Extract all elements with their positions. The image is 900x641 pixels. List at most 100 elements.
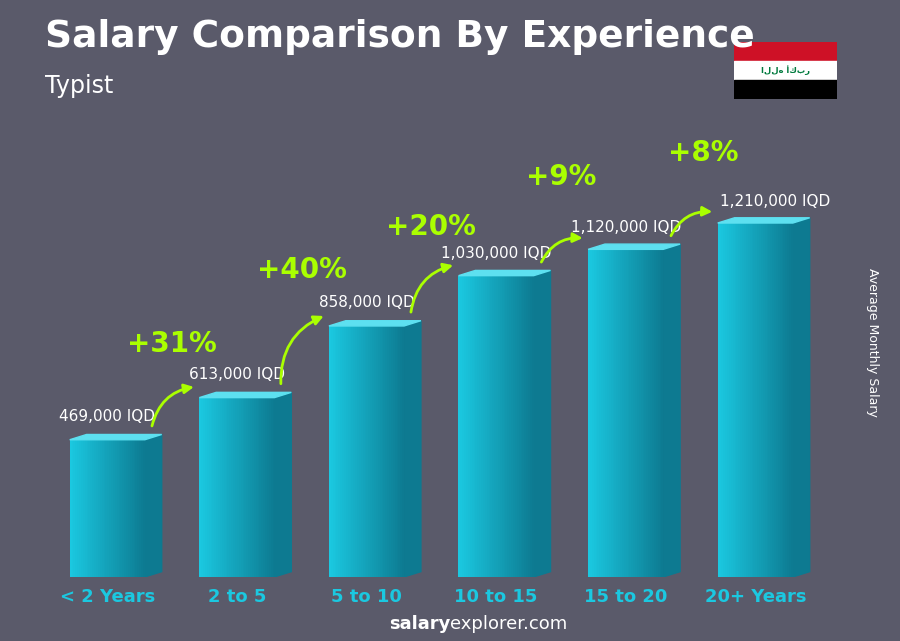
Bar [592, 249, 594, 577]
Bar [641, 249, 643, 577]
Bar [481, 276, 483, 577]
Polygon shape [404, 320, 421, 577]
Polygon shape [588, 244, 680, 249]
Bar [92, 440, 94, 577]
Bar [81, 440, 83, 577]
Bar [644, 249, 646, 577]
Bar [517, 276, 518, 577]
Bar [351, 326, 354, 577]
Bar [596, 249, 598, 577]
Bar [141, 440, 143, 577]
Bar [520, 276, 522, 577]
Bar [218, 397, 220, 577]
Bar [635, 249, 637, 577]
Bar [104, 440, 105, 577]
Bar [267, 397, 269, 577]
Bar [598, 249, 599, 577]
Bar [631, 249, 634, 577]
Bar [513, 276, 515, 577]
Bar [788, 223, 789, 577]
Bar [786, 223, 788, 577]
Bar [128, 440, 130, 577]
Bar [603, 249, 605, 577]
Bar [784, 223, 786, 577]
Bar [356, 326, 357, 577]
Bar [466, 276, 468, 577]
Bar [760, 223, 763, 577]
Text: 1,030,000 IQD: 1,030,000 IQD [441, 246, 552, 261]
Bar [212, 397, 214, 577]
Bar [366, 326, 368, 577]
Bar [528, 276, 530, 577]
Bar [233, 397, 235, 577]
Bar [615, 249, 616, 577]
Bar [734, 80, 837, 99]
Bar [124, 440, 126, 577]
Bar [620, 249, 622, 577]
Bar [530, 276, 532, 577]
Bar [374, 326, 376, 577]
Bar [622, 249, 624, 577]
Bar [646, 249, 648, 577]
Bar [607, 249, 608, 577]
Bar [765, 223, 767, 577]
Bar [624, 249, 625, 577]
Bar [515, 276, 517, 577]
Bar [259, 397, 261, 577]
Bar [102, 440, 104, 577]
Bar [335, 326, 337, 577]
Text: +8%: +8% [668, 140, 739, 167]
Bar [717, 223, 720, 577]
Bar [100, 440, 102, 577]
Bar [361, 326, 363, 577]
Bar [112, 440, 115, 577]
Bar [263, 397, 266, 577]
Bar [395, 326, 397, 577]
Bar [767, 223, 769, 577]
Bar [333, 326, 335, 577]
Bar [608, 249, 610, 577]
Bar [349, 326, 351, 577]
Bar [639, 249, 641, 577]
Polygon shape [717, 218, 810, 223]
Polygon shape [458, 271, 551, 276]
Bar [601, 249, 603, 577]
Bar [496, 276, 498, 577]
Bar [382, 326, 383, 577]
Bar [506, 276, 508, 577]
Bar [791, 223, 793, 577]
Bar [105, 440, 107, 577]
Bar [729, 223, 731, 577]
Bar [363, 326, 365, 577]
Bar [211, 397, 212, 577]
Bar [759, 223, 760, 577]
Bar [720, 223, 722, 577]
Bar [86, 440, 88, 577]
Bar [240, 397, 242, 577]
Bar [266, 397, 267, 577]
Bar [627, 249, 629, 577]
Text: الله أكبر: الله أكبر [760, 65, 810, 76]
Bar [485, 276, 487, 577]
Bar [599, 249, 601, 577]
Bar [770, 223, 772, 577]
Bar [344, 326, 346, 577]
Text: salary: salary [389, 615, 450, 633]
Bar [752, 223, 753, 577]
Bar [494, 276, 496, 577]
Bar [744, 223, 746, 577]
Bar [238, 397, 240, 577]
Bar [392, 326, 395, 577]
Bar [337, 326, 338, 577]
Bar [734, 223, 736, 577]
Text: +31%: +31% [127, 329, 217, 358]
Bar [750, 223, 751, 577]
Bar [221, 397, 224, 577]
Bar [789, 223, 791, 577]
Bar [618, 249, 620, 577]
Text: Salary Comparison By Experience: Salary Comparison By Experience [45, 19, 755, 55]
Bar [742, 223, 744, 577]
Text: 1,120,000 IQD: 1,120,000 IQD [571, 221, 680, 235]
Bar [252, 397, 254, 577]
Bar [487, 276, 489, 577]
